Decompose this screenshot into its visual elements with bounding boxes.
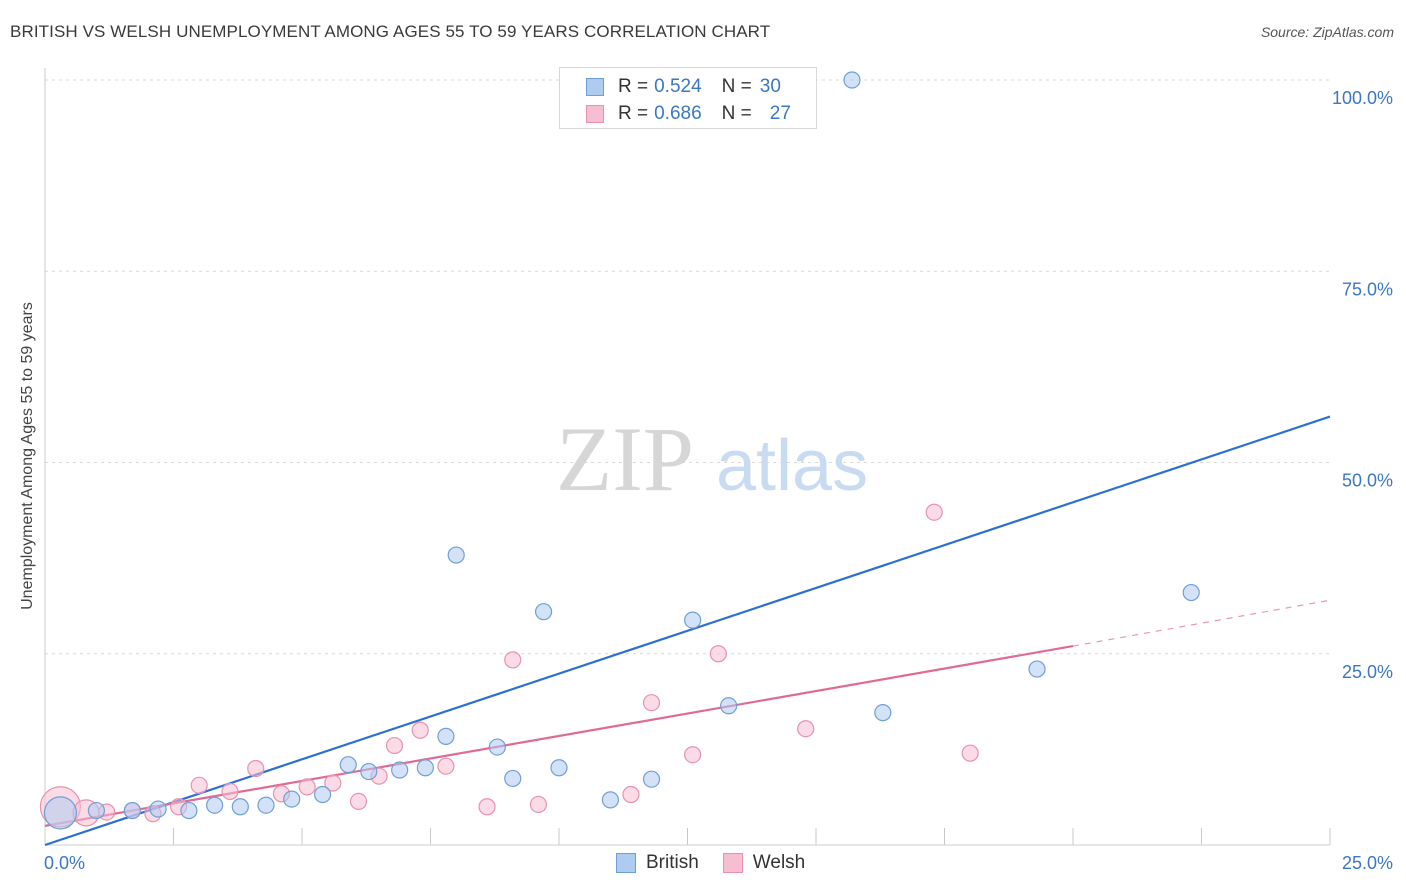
welsh-swatch [586, 105, 604, 123]
british-point-6 [231, 798, 249, 816]
y-tick-label-100: 100.0% [1332, 88, 1393, 108]
british-point-0 [43, 796, 78, 830]
y-tick-labels: 25.0% 50.0% 75.0% 100.0% [1332, 88, 1393, 682]
y-tick-label-50: 50.0% [1342, 471, 1393, 491]
british-point-25 [874, 704, 892, 722]
welsh-point-10 [298, 778, 316, 796]
data-points [39, 71, 1200, 830]
legend-row-welsh: R = 0.686 N = 27 [586, 102, 791, 126]
x-tick-label-max: 25.0% [1342, 853, 1393, 873]
british-r-value: 0.524 [654, 76, 702, 97]
y-axis-label: Unemployment Among Ages 55 to 59 years [19, 302, 36, 610]
british-legend-swatch [616, 853, 636, 873]
british-point-27 [1182, 583, 1200, 602]
welsh-point-7 [221, 782, 239, 801]
stats-legend: R = 0.524 N = 30 R = 0.686 N = 27 [559, 67, 817, 129]
series-legend: British Welsh [616, 852, 829, 874]
legend-item-british[interactable]: British [616, 852, 699, 874]
british-point-18 [534, 603, 553, 621]
welsh-point-23 [709, 645, 727, 663]
welsh-point-19 [529, 795, 548, 814]
welsh-point-8 [247, 759, 265, 778]
british-point-5 [206, 796, 224, 814]
legend-row-british: R = 0.524 N = 30 [586, 75, 781, 99]
british-point-4 [180, 801, 198, 820]
welsh-r-label: R = [618, 103, 649, 124]
british-n-label: N = [721, 76, 752, 97]
chart-title: BRITISH VS WELSH UNEMPLOYMENT AMONG AGES… [10, 22, 771, 41]
british-point-15 [447, 546, 465, 564]
welsh-r-value: 0.686 [654, 103, 702, 124]
british-point-8 [283, 790, 301, 808]
british-point-7 [257, 796, 275, 814]
british-point-11 [360, 762, 378, 781]
welsh-trend-extension [1072, 599, 1331, 647]
welsh-point-22 [684, 746, 702, 764]
british-point-21 [642, 770, 661, 788]
british-point-3 [149, 800, 167, 818]
source-label: Source: ZipAtlas.com [1260, 24, 1394, 40]
welsh-n-label: N = [721, 103, 752, 124]
welsh-n-value: 27 [769, 103, 791, 124]
y-tick-label-25: 25.0% [1342, 662, 1393, 682]
british-point-10 [339, 756, 357, 774]
welsh-legend-label: Welsh [752, 852, 806, 873]
british-point-19 [550, 759, 568, 777]
british-r-label: R = [618, 76, 649, 97]
british-point-20 [601, 791, 620, 809]
british-point-17 [504, 769, 522, 788]
british-point-24 [843, 71, 861, 89]
welsh-point-24 [797, 720, 815, 738]
x-axis-ticks [173, 828, 1331, 845]
welsh-point-18 [504, 651, 522, 669]
x-tick-label-min: 0.0% [44, 853, 85, 873]
british-point-22 [684, 611, 702, 629]
legend-item-welsh[interactable]: Welsh [722, 852, 806, 874]
british-point-12 [391, 761, 409, 779]
british-legend-label: British [646, 852, 699, 873]
welsh-point-25 [925, 503, 943, 521]
welsh-point-14 [385, 736, 404, 755]
british-point-9 [313, 785, 332, 804]
y-tick-label-75: 75.0% [1342, 279, 1393, 299]
british-point-16 [488, 738, 506, 756]
watermark-atlas: atlas [716, 426, 868, 506]
welsh-point-17 [478, 798, 496, 816]
british-swatch [586, 78, 604, 96]
welsh-trend-line [44, 645, 1074, 827]
welsh-point-15 [411, 721, 429, 739]
welsh-point-12 [349, 792, 368, 810]
british-point-23 [720, 697, 738, 715]
british-point-1 [87, 801, 106, 820]
welsh-point-6 [190, 776, 208, 794]
grid-lines [45, 79, 1330, 655]
watermark-zip: ZIP [556, 408, 694, 510]
welsh-point-20 [622, 785, 640, 804]
british-point-13 [416, 759, 434, 777]
welsh-point-11 [324, 774, 342, 792]
british-n-value: 30 [759, 76, 781, 97]
welsh-legend-swatch [722, 853, 743, 873]
british-point-26 [1028, 660, 1046, 678]
british-point-14 [437, 727, 455, 745]
welsh-point-26 [961, 744, 979, 762]
welsh-point-16 [437, 757, 455, 775]
british-point-2 [123, 801, 141, 820]
welsh-point-21 [642, 694, 661, 712]
